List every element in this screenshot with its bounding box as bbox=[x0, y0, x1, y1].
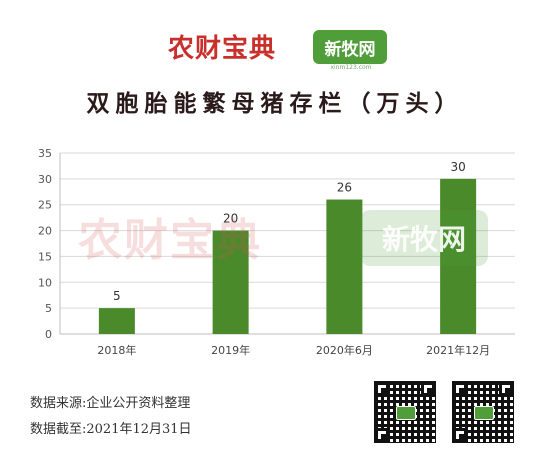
data-source: 数据来源:企业公开资料整理 bbox=[30, 396, 191, 411]
data-label: 26 bbox=[337, 181, 352, 195]
qr-logo bbox=[474, 406, 494, 420]
chart-title: 双胞胎能繁母猪存栏（万头） bbox=[86, 90, 464, 117]
bar bbox=[98, 308, 135, 334]
brand-logo: 农财宝典 bbox=[168, 34, 277, 64]
y-tick-label: 10 bbox=[38, 276, 52, 289]
data-label: 5 bbox=[113, 289, 121, 303]
data-date: 数据截至:2021年12月31日 bbox=[30, 422, 192, 437]
y-tick-label: 5 bbox=[45, 302, 52, 315]
x-tick-label: 2020年6月 bbox=[316, 343, 373, 357]
qr-finder bbox=[421, 382, 435, 396]
y-tick-label: 30 bbox=[38, 173, 52, 186]
qr-code-right bbox=[452, 381, 514, 443]
qr-finder bbox=[375, 382, 389, 396]
x-tick-label: 2021年12月 bbox=[426, 343, 490, 357]
y-tick-label: 35 bbox=[38, 147, 52, 160]
data-label: 30 bbox=[450, 160, 465, 174]
y-tick-label: 15 bbox=[38, 250, 52, 263]
bar-chart: 0 5 10 15 20 25 30 35 5 2018年 20 2019年 26 2020年6月 30 20… bbox=[38, 147, 515, 357]
x-tick-label: 2019年 bbox=[211, 343, 250, 357]
header: 农财宝典 新牧网 xinm123.com bbox=[0, 0, 550, 80]
bar bbox=[326, 199, 363, 334]
y-tick-label: 20 bbox=[38, 225, 52, 238]
qr-finder bbox=[499, 382, 513, 396]
chart-area: 0 5 10 15 20 25 30 35 5 2018年 20 2019年 26 2020年6月 30 20… bbox=[0, 138, 550, 370]
qr-finder bbox=[453, 428, 467, 442]
qr-code-left bbox=[374, 381, 436, 443]
qr-finder bbox=[375, 428, 389, 442]
bar bbox=[440, 178, 477, 334]
partner-logo: 新牧网 bbox=[313, 30, 387, 64]
y-tick-label: 25 bbox=[38, 199, 52, 212]
footer: 数据来源:企业公开资料整理 数据截至:2021年12月31日 bbox=[0, 380, 550, 476]
qr-finder bbox=[453, 382, 467, 396]
x-tick-label: 2018年 bbox=[97, 343, 136, 357]
y-tick-label: 0 bbox=[45, 328, 52, 341]
data-label: 20 bbox=[223, 212, 238, 226]
partner-url: xinm123.com bbox=[330, 64, 372, 71]
qr-logo bbox=[396, 406, 416, 420]
bar bbox=[212, 230, 249, 334]
